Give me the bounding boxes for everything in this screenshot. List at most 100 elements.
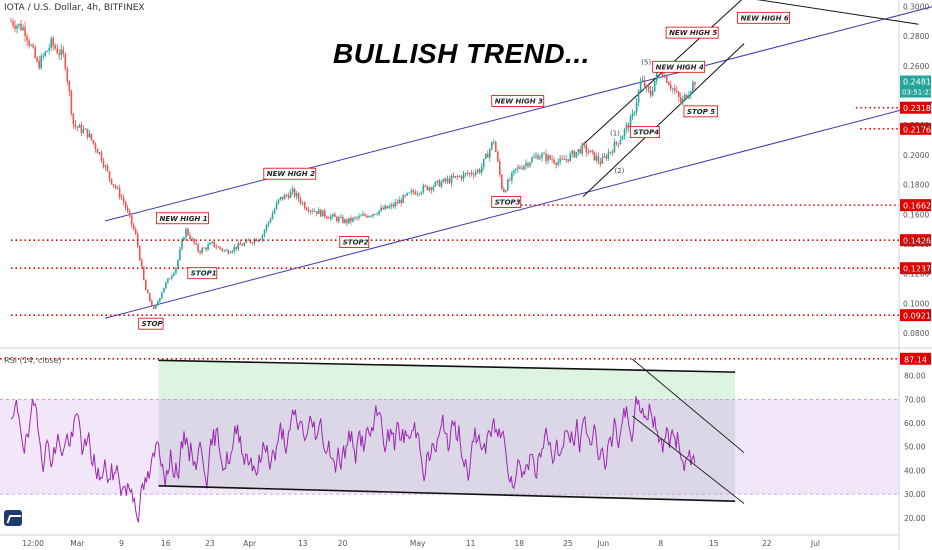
candle-body [571, 150, 574, 154]
candle-body [380, 207, 382, 211]
candle-body [414, 192, 417, 195]
candle-body [589, 150, 592, 153]
candle-body [348, 217, 350, 224]
rsi-tick-label: 80.00 [904, 372, 926, 381]
candle-body [151, 300, 153, 307]
candle-body [245, 240, 248, 243]
candle-body [684, 94, 686, 99]
candle-body [442, 178, 445, 183]
price-level-tag [900, 309, 931, 322]
trend-extension-line [756, 0, 919, 25]
candle-body [173, 272, 175, 276]
time-tick-label: 12:00 [22, 539, 44, 548]
candle-body [323, 210, 326, 217]
candle-body [167, 278, 169, 283]
short-channel-lower-line [582, 43, 745, 197]
candle-body [317, 209, 320, 214]
time-tick-label: 8 [658, 539, 663, 548]
time-tick-label: 25 [563, 539, 573, 548]
candle-body [386, 205, 388, 209]
time-tick-label: 22 [762, 539, 772, 548]
candle-body [18, 23, 20, 26]
candle-body [219, 246, 221, 249]
candle-body [432, 186, 435, 190]
candle-body [593, 151, 596, 161]
candle-body [555, 163, 557, 165]
candle-body [84, 128, 87, 130]
candle-body [615, 142, 618, 144]
candle-body [450, 175, 453, 184]
candle-body [609, 151, 612, 153]
candle-body [44, 51, 46, 56]
annotation-label: STOP [142, 320, 164, 328]
candle-body [482, 158, 485, 168]
candle-body [529, 162, 531, 167]
candle-body [342, 216, 344, 223]
candle-body [128, 211, 131, 216]
candle-body [334, 214, 336, 217]
candle-body [92, 140, 95, 144]
candle-body [66, 68, 69, 82]
candle-body [472, 174, 475, 176]
candle-body [410, 190, 413, 193]
candle-body [583, 143, 586, 145]
candle-body [64, 54, 67, 69]
candle-body [157, 301, 159, 306]
candle-body [326, 216, 328, 218]
candle-body [523, 165, 525, 170]
candle-body [513, 170, 515, 173]
candle-body [678, 91, 680, 97]
candle-body [74, 124, 77, 127]
time-tick-label: 11 [466, 539, 476, 548]
annotation-box [491, 95, 545, 107]
candle-body [223, 250, 226, 252]
candle-body [90, 133, 93, 141]
candle-body [464, 173, 467, 174]
rsi-tick-label: 50.00 [904, 443, 926, 452]
candle-body [265, 224, 268, 231]
rsi-tick-label: 60.00 [904, 419, 926, 428]
candle-body [14, 25, 16, 29]
candle-body [330, 216, 332, 219]
candles [10, 17, 696, 310]
candle-body [281, 196, 284, 200]
candle-body [559, 158, 561, 162]
candle-body [505, 190, 507, 193]
candle-body [24, 27, 26, 37]
price-level-tag-label: 0.2176 [903, 125, 931, 134]
current-price-value: 0.2481 [903, 78, 931, 87]
candle-body [458, 176, 461, 177]
candle-body [400, 199, 403, 204]
candle-body [68, 81, 71, 92]
candle-body [28, 40, 30, 46]
candle-body [595, 156, 598, 161]
candle-body [289, 191, 292, 198]
candle-body [561, 158, 563, 160]
candle-body [653, 80, 656, 92]
candle-body [255, 239, 258, 242]
tradingview-logo-icon[interactable] [4, 510, 22, 526]
candle-body [366, 215, 368, 218]
candle-body [104, 165, 107, 167]
candle-body [553, 160, 555, 164]
candle-body [486, 153, 489, 158]
candle-body [247, 240, 250, 241]
candle-body [603, 156, 606, 158]
candle-body [48, 47, 51, 51]
candle-body [307, 210, 310, 212]
candle-body [161, 292, 163, 299]
channel-lower-line [104, 101, 932, 319]
candle-body [80, 124, 83, 133]
candle-body [253, 239, 256, 244]
candle-body [56, 48, 59, 54]
candle-body [690, 91, 692, 96]
candle-body [557, 161, 559, 165]
candle-body [26, 36, 28, 41]
candle-body [189, 235, 191, 240]
candle-body [132, 224, 135, 230]
annotation-box [491, 196, 522, 208]
annotation-label: STOP 5 [687, 108, 715, 116]
candle-body [601, 157, 604, 164]
candle-body [293, 188, 296, 197]
